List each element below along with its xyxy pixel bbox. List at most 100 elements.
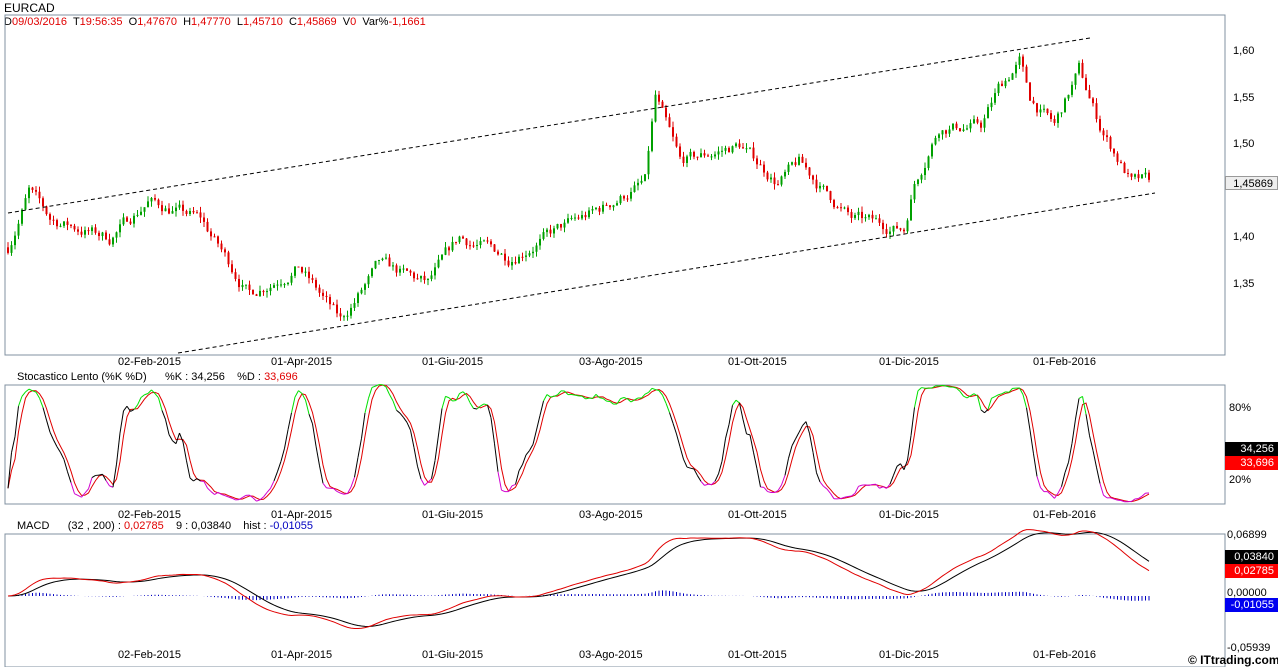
macd-tick-bottom: -0,05939 [1227, 642, 1271, 654]
candle-body [514, 262, 517, 264]
stoch-k-segment [441, 396, 446, 409]
stoch-k-segment [574, 394, 579, 397]
candle-body [616, 203, 618, 206]
candle-body [889, 231, 891, 234]
stoch-k-segment [459, 391, 464, 394]
candle-body [1064, 98, 1066, 113]
stoch-k-segment [382, 384, 387, 388]
x-axis-label: 02-Feb-2015 [118, 509, 181, 521]
candle-body [171, 211, 174, 214]
candle-body [1071, 84, 1073, 95]
stoch-k-segment [350, 477, 355, 488]
stoch-k-segment [70, 482, 75, 494]
stoch-k-segment [644, 392, 649, 395]
candle-body [1116, 153, 1119, 162]
stoch-k-segment [270, 480, 275, 489]
candle-body [948, 129, 951, 134]
stoch-k-segment [749, 434, 754, 453]
stoch-k-segment [826, 488, 831, 494]
stoch-k-segment [175, 432, 180, 444]
stoch-k-segment [1001, 391, 1006, 395]
candle-body [840, 207, 842, 209]
stoch-k-segment [735, 399, 740, 404]
stoch-k-segment [147, 389, 152, 394]
candle-body [304, 271, 307, 273]
candle-body [276, 284, 279, 286]
candle-body [791, 162, 793, 165]
price-axis-tick: 1,55 [1233, 91, 1255, 104]
candle-body [483, 240, 485, 242]
stoch-k-segment [466, 394, 471, 403]
candle-body [105, 232, 107, 240]
stoch-k-segment [186, 460, 191, 479]
candle-body [315, 279, 317, 288]
candle-body [395, 265, 398, 273]
x-axis-label: 01-Dic-2015 [879, 356, 939, 368]
stoch-k-segment [868, 484, 873, 486]
stoch-k-segment [193, 478, 198, 482]
stoch-k-segment [182, 441, 187, 461]
price-axis-tick: 1,50 [1233, 138, 1255, 150]
stoch-k-segment [686, 466, 691, 469]
stoch-k-segment [798, 425, 803, 433]
candle-body [612, 205, 615, 208]
candle-body [1050, 113, 1052, 119]
candle-body [199, 212, 202, 218]
candle-body [917, 179, 919, 185]
stoch-k-segment [742, 419, 747, 435]
candle-body [1001, 83, 1003, 87]
candle-body [1088, 90, 1091, 99]
candle-body [311, 278, 314, 280]
candle-body [577, 217, 580, 219]
stoch-k-segment [1029, 429, 1034, 454]
candle-body [728, 147, 730, 153]
candle-body [864, 217, 867, 219]
candle-body [420, 275, 422, 279]
stoch-k-segment [259, 496, 264, 501]
candle-body [84, 230, 86, 235]
candle-body [801, 156, 804, 163]
candle-body [444, 247, 447, 255]
candle-body [91, 227, 93, 232]
stoch-k-segment [1131, 498, 1136, 502]
stoch-k-segment [1099, 483, 1104, 496]
stoch-k-segment [420, 478, 425, 486]
stoch-k-segment [46, 419, 51, 433]
candle-body [539, 238, 541, 246]
stoch-k-segment [189, 477, 194, 482]
stoch-k-segment [518, 464, 523, 472]
stoch-k-segment [889, 475, 894, 485]
candle-body [287, 282, 289, 285]
stoch-k-segment [431, 460, 436, 479]
stoch-k-segment [480, 403, 485, 407]
candle-body [280, 284, 282, 286]
signal-badge: 0,03840 [1225, 550, 1278, 564]
candle-body [518, 256, 520, 264]
stoch-k-segment [1022, 394, 1027, 408]
candle-body [322, 292, 324, 296]
stoch-k-segment [294, 390, 299, 398]
candle-body [325, 295, 328, 298]
stoch-k-segment [522, 454, 527, 465]
candle-body [346, 315, 349, 317]
candle-body [175, 207, 177, 212]
stoch-k-segment [508, 485, 513, 492]
stoch-k-segment [371, 385, 376, 388]
candle-body [798, 156, 800, 165]
stoch-k-segment [721, 438, 726, 462]
candle-body [584, 215, 587, 218]
price-axis-tick: 1,35 [1233, 277, 1255, 290]
stoch-k-segment [956, 387, 961, 392]
stoch-k-segment [158, 397, 163, 411]
candle-body [353, 303, 356, 308]
candle-body [164, 208, 167, 212]
candle-body [707, 155, 709, 157]
candle-body [710, 156, 713, 158]
last-price-badge: 1,45869 [1225, 176, 1278, 190]
stoch-k-segment [56, 446, 61, 453]
stoch-k-segment [830, 493, 835, 500]
candle-body [406, 268, 408, 271]
stoch-k-segment [385, 386, 390, 395]
ohlc-readout: D09/03/2016 T19:56:35 O1,47670 H1,47770 … [4, 16, 426, 28]
